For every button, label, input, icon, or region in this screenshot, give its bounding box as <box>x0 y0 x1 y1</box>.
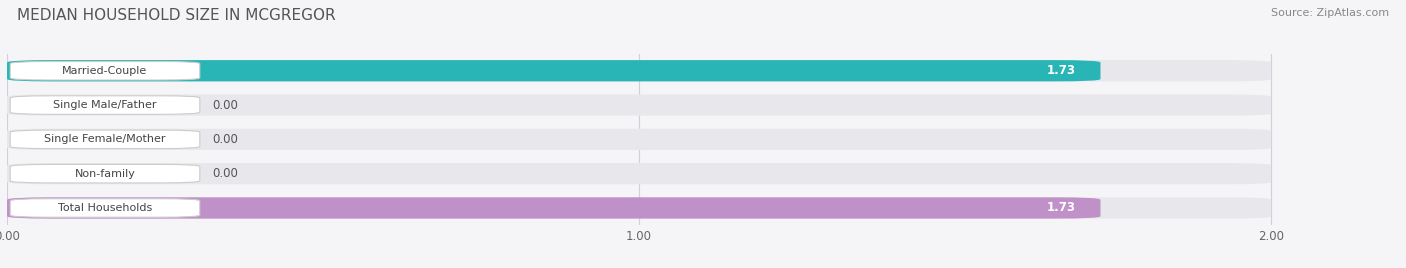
Text: Total Households: Total Households <box>58 203 152 213</box>
Text: MEDIAN HOUSEHOLD SIZE IN MCGREGOR: MEDIAN HOUSEHOLD SIZE IN MCGREGOR <box>17 8 336 23</box>
Text: Single Male/Father: Single Male/Father <box>53 100 156 110</box>
FancyBboxPatch shape <box>7 129 1271 150</box>
FancyBboxPatch shape <box>7 94 1271 116</box>
FancyBboxPatch shape <box>10 199 200 217</box>
Text: Non-family: Non-family <box>75 169 135 179</box>
FancyBboxPatch shape <box>10 164 200 183</box>
Text: Source: ZipAtlas.com: Source: ZipAtlas.com <box>1271 8 1389 18</box>
FancyBboxPatch shape <box>7 197 1101 219</box>
FancyBboxPatch shape <box>7 60 1271 81</box>
FancyBboxPatch shape <box>7 163 1271 184</box>
Text: 1.73: 1.73 <box>1046 64 1076 77</box>
FancyBboxPatch shape <box>7 197 1271 219</box>
Text: 0.00: 0.00 <box>212 167 239 180</box>
FancyBboxPatch shape <box>10 61 200 80</box>
Text: 1.73: 1.73 <box>1046 202 1076 214</box>
Text: 0.00: 0.00 <box>212 133 239 146</box>
FancyBboxPatch shape <box>7 60 1101 81</box>
Text: Single Female/Mother: Single Female/Mother <box>44 134 166 144</box>
Text: 0.00: 0.00 <box>212 99 239 111</box>
Text: Married-Couple: Married-Couple <box>62 66 148 76</box>
FancyBboxPatch shape <box>10 96 200 114</box>
FancyBboxPatch shape <box>10 130 200 149</box>
